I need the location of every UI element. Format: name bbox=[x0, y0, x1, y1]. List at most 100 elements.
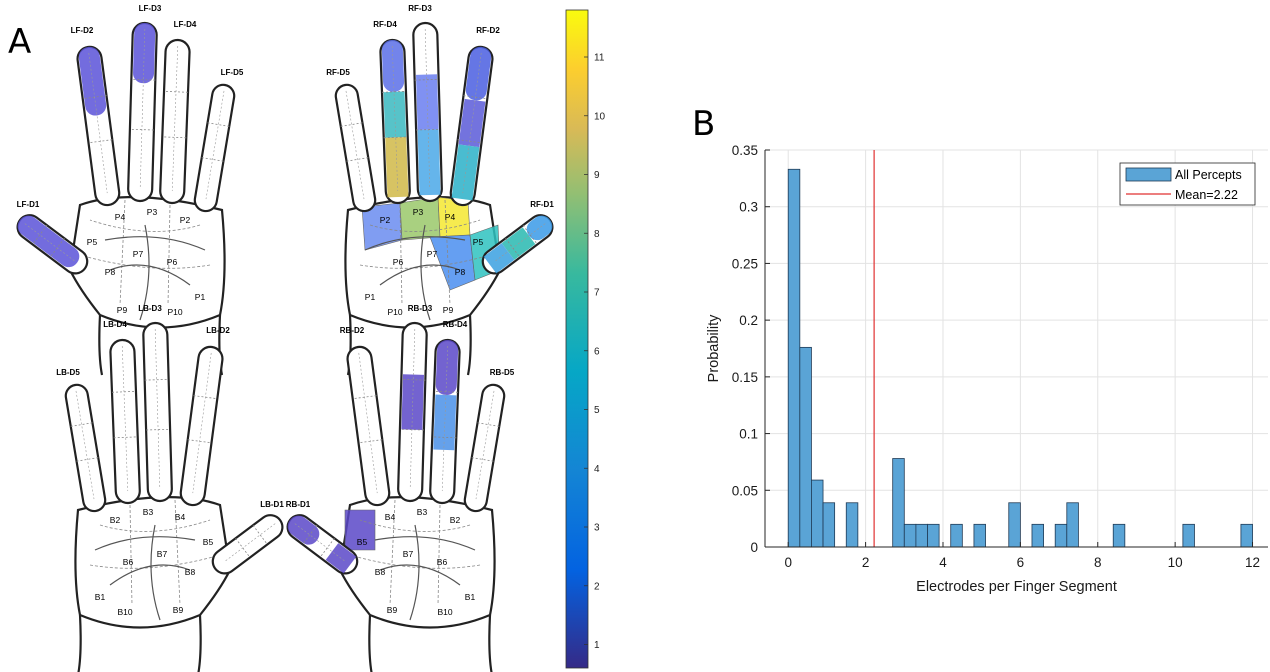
palm-creases bbox=[104, 224, 206, 321]
panel-a-label: A bbox=[8, 22, 32, 62]
colorbar-tick-label: 1 bbox=[594, 640, 600, 651]
histogram-bar bbox=[822, 502, 836, 548]
y-axis-title: Probability bbox=[706, 314, 722, 382]
finger-midline bbox=[358, 352, 378, 494]
palm-region-label: P10 bbox=[167, 307, 182, 317]
finger-4 bbox=[109, 338, 141, 505]
palm-region-label: B2 bbox=[450, 515, 461, 525]
finger-midline bbox=[192, 352, 212, 494]
hand-lf bbox=[16, 21, 236, 376]
finger-label: LB-D1 bbox=[260, 500, 284, 509]
histogram-bar bbox=[811, 479, 824, 548]
hand-rf bbox=[334, 21, 554, 376]
finger-midline bbox=[139, 28, 146, 190]
finger-midline bbox=[409, 328, 416, 490]
finger-5 bbox=[193, 83, 236, 213]
palm-region-label: P4 bbox=[445, 212, 456, 222]
x-tick-label: 0 bbox=[784, 555, 792, 570]
palm-region-label: B10 bbox=[437, 607, 452, 617]
finger-label: RF-D2 bbox=[476, 26, 500, 35]
palm-region-label: P9 bbox=[443, 305, 454, 315]
histogram-bar bbox=[845, 502, 859, 548]
finger-label: RB-D5 bbox=[490, 368, 515, 377]
y-tick-label: 0.2 bbox=[739, 313, 758, 328]
y-tick-label: 0 bbox=[750, 540, 758, 555]
palm-region-label: P8 bbox=[455, 267, 466, 277]
finger-5 bbox=[334, 83, 377, 213]
palm-region-label: B5 bbox=[357, 537, 368, 547]
finger-1 bbox=[481, 214, 554, 275]
x-tick-label: 2 bbox=[862, 555, 870, 570]
colorbar-tick-label: 5 bbox=[594, 405, 600, 416]
finger-outline bbox=[211, 514, 284, 575]
y-tick-label: 0.1 bbox=[739, 427, 758, 442]
palm-region-label: P5 bbox=[473, 237, 484, 247]
panel-b-label: B bbox=[692, 104, 716, 144]
finger-label: LF-D3 bbox=[139, 4, 162, 13]
finger-label: LF-D2 bbox=[71, 26, 94, 35]
finger-label: RB-D2 bbox=[340, 326, 365, 335]
colorbar-tick-label: 10 bbox=[594, 111, 606, 122]
finger-midline bbox=[224, 523, 276, 562]
finger-label: RF-D4 bbox=[373, 20, 397, 29]
finger-label: RB-D4 bbox=[443, 320, 468, 329]
histogram-bar bbox=[799, 346, 812, 548]
finger-midline bbox=[462, 52, 482, 194]
colorbar-tick-label: 4 bbox=[594, 464, 600, 475]
palm-region-label: B10 bbox=[117, 607, 132, 617]
colorbar-tick-label: 2 bbox=[594, 581, 600, 592]
legend-label: All Percepts bbox=[1175, 168, 1242, 182]
x-axis-title: Electrodes per Finger Segment bbox=[916, 579, 1117, 595]
histogram-bar bbox=[1031, 523, 1044, 548]
histogram-bar bbox=[787, 168, 801, 548]
finger-1 bbox=[211, 514, 284, 575]
finger-label: LB-D5 bbox=[56, 368, 80, 377]
palm-region-label: B1 bbox=[95, 592, 106, 602]
palm-region-label: B6 bbox=[123, 557, 134, 567]
finger-label: RF-D3 bbox=[408, 4, 432, 13]
finger-label: LB-D3 bbox=[138, 304, 162, 313]
histogram-bar bbox=[892, 458, 905, 548]
finger-label: RB-D3 bbox=[408, 304, 433, 313]
x-tick-label: 12 bbox=[1245, 555, 1260, 570]
palm-region-label: B3 bbox=[417, 507, 428, 517]
palm-region-label: B7 bbox=[157, 549, 168, 559]
histogram-bar bbox=[927, 523, 940, 548]
palm-creases bbox=[364, 224, 466, 321]
palm-outline bbox=[74, 496, 232, 629]
legend-label: Mean=2.22 bbox=[1175, 188, 1238, 202]
palm-region-label: P10 bbox=[387, 307, 402, 317]
x-tick-label: 4 bbox=[939, 555, 947, 570]
histogram-bar bbox=[1008, 502, 1021, 548]
palm-region-label: P1 bbox=[195, 292, 206, 302]
palm-dividers bbox=[89, 499, 221, 606]
palm-region-label: B4 bbox=[175, 512, 186, 522]
palm-region-label: P2 bbox=[380, 215, 391, 225]
finger-midline bbox=[24, 223, 76, 262]
palm-region-label: B7 bbox=[403, 549, 414, 559]
finger-midline bbox=[121, 345, 129, 492]
wrist-outline bbox=[368, 614, 493, 672]
finger-label: RF-D5 bbox=[326, 68, 350, 77]
finger-label: LB-D4 bbox=[103, 320, 127, 329]
y-tick-label: 0.15 bbox=[732, 370, 758, 385]
legend: All Percepts Mean=2.22 bbox=[1119, 162, 1256, 206]
finger-midline bbox=[441, 345, 449, 492]
colorbar-tick-label: 3 bbox=[594, 523, 600, 534]
finger-midline bbox=[494, 223, 546, 262]
finger-label: LB-D2 bbox=[206, 326, 230, 335]
finger-2 bbox=[346, 345, 391, 507]
histogram-bar bbox=[1240, 523, 1253, 548]
colorbar-tick-label: 8 bbox=[594, 229, 600, 240]
palm-region-label: B8 bbox=[375, 567, 386, 577]
palm-region-label: P5 bbox=[87, 237, 98, 247]
finger-midline bbox=[391, 45, 399, 192]
finger-label: LF-D5 bbox=[221, 68, 244, 77]
palm-outline bbox=[338, 496, 496, 629]
histogram-bar bbox=[903, 523, 917, 548]
finger-outline bbox=[159, 38, 191, 205]
hand-rb bbox=[286, 321, 506, 672]
palm-region-label: B8 bbox=[185, 567, 196, 577]
histogram-bar bbox=[1182, 523, 1195, 548]
y-tick-label: 0.3 bbox=[739, 200, 758, 215]
